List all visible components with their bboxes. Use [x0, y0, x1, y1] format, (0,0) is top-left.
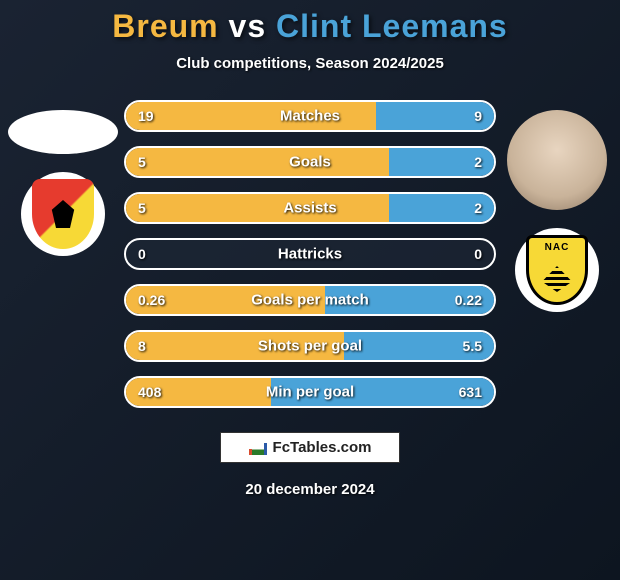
stat-label: Goals — [289, 154, 331, 171]
subtitle: Club competitions, Season 2024/2025 — [176, 55, 444, 72]
value-player2: 9 — [474, 108, 482, 124]
value-player1: 5 — [138, 154, 146, 170]
value-player2: 631 — [459, 384, 482, 400]
footer-date: 20 december 2024 — [245, 481, 374, 498]
value-player1: 0 — [138, 246, 146, 262]
crest2-text: NAC — [545, 242, 570, 253]
value-player1: 19 — [138, 108, 154, 124]
stat-row: 408 631 Min per goal — [124, 376, 496, 408]
value-player2: 0.22 — [455, 292, 482, 308]
stats-column: 19 9 Matches 5 2 Goals 5 2 Assists 0 0 Hattricks 0.2… — [118, 100, 502, 408]
brand-text: FcTables.com — [273, 439, 372, 456]
stat-row: 5 2 Assists — [124, 192, 496, 224]
player1-crest — [21, 172, 105, 256]
stat-label: Shots per goal — [258, 338, 362, 355]
player2-crest: NAC — [515, 228, 599, 312]
left-side — [8, 100, 118, 256]
stat-row: 0.26 0.22 Goals per match — [124, 284, 496, 316]
value-player1: 8 — [138, 338, 146, 354]
value-player1: 0.26 — [138, 292, 165, 308]
stat-row: 5 2 Goals — [124, 146, 496, 178]
value-player2: 5.5 — [463, 338, 482, 354]
vs-text: vs — [229, 8, 267, 44]
bar-player1 — [126, 148, 389, 176]
chart-icon — [249, 441, 267, 455]
value-player1: 5 — [138, 200, 146, 216]
player1-avatar — [8, 110, 118, 154]
stat-label: Min per goal — [266, 384, 354, 401]
value-player1: 408 — [138, 384, 161, 400]
bar-player1 — [126, 194, 389, 222]
stat-label: Hattricks — [278, 246, 342, 263]
comparison-title: Breum vs Clint Leemans — [112, 8, 507, 45]
player2-avatar — [507, 110, 607, 210]
value-player2: 2 — [474, 200, 482, 216]
player1-name: Breum — [112, 8, 218, 44]
player2-name: Clint Leemans — [276, 8, 508, 44]
right-side: NAC — [502, 100, 612, 312]
stat-label: Matches — [280, 108, 340, 125]
brand-badge: FcTables.com — [220, 432, 401, 463]
main-row: 19 9 Matches 5 2 Goals 5 2 Assists 0 0 Hattricks 0.2… — [0, 100, 620, 408]
comparison-card: Breum vs Clint Leemans Club competitions… — [0, 0, 620, 580]
value-player2: 0 — [474, 246, 482, 262]
stat-row: 19 9 Matches — [124, 100, 496, 132]
crest2-shield-icon: NAC — [526, 235, 588, 305]
value-player2: 2 — [474, 154, 482, 170]
crest1-shield-icon — [32, 179, 94, 249]
stat-row: 8 5.5 Shots per goal — [124, 330, 496, 362]
stat-row: 0 0 Hattricks — [124, 238, 496, 270]
stat-label: Assists — [283, 200, 336, 217]
stat-label: Goals per match — [251, 292, 369, 309]
